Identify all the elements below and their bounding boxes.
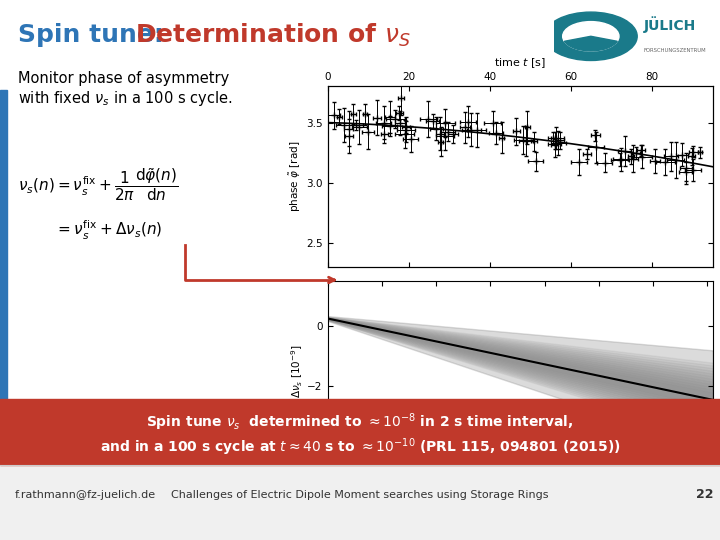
X-axis label: number of particle turns $n$ [$10^9$]: number of particle turns $n$ [$10^9$]: [436, 480, 604, 495]
Text: Spin tune $\nu_s$  determined to $\approx 10^{-8}$ in 2 s time interval,: Spin tune $\nu_s$ determined to $\approx…: [146, 411, 574, 433]
Circle shape: [544, 12, 637, 60]
Text: Spin tune:: Spin tune:: [18, 23, 173, 47]
Y-axis label: phase $\tilde{\varphi}$ [rad]: phase $\tilde{\varphi}$ [rad]: [288, 141, 303, 212]
Text: f.rathmann@fz-juelich.de: f.rathmann@fz-juelich.de: [15, 490, 156, 500]
Bar: [0, 399, 720, 465]
Bar: [0, 90, 7, 445]
Text: Determination of $\nu_S$: Determination of $\nu_S$: [135, 22, 410, 49]
Text: $= \nu_s^{\mathrm{fix}} + \Delta\nu_s(n)$: $= \nu_s^{\mathrm{fix}} + \Delta\nu_s(n)…: [55, 218, 162, 241]
Circle shape: [562, 22, 619, 51]
Bar: [0, 465, 720, 540]
Text: $\nu_s(n) = \nu_s^{\mathrm{fix}} + \dfrac{1}{2\pi}\dfrac{\mathrm{d}\tilde{\varph: $\nu_s(n) = \nu_s^{\mathrm{fix}} + \dfra…: [18, 167, 179, 204]
Text: see talk by Volker Hejny: see talk by Volker Hejny: [333, 415, 503, 429]
Text: FORSCHUNGSZENTRUM: FORSCHUNGSZENTRUM: [644, 48, 706, 52]
Text: Monitor phase of asymmetry: Monitor phase of asymmetry: [18, 71, 229, 85]
Text: and in a 100 s cycle at $t \approx 40$ s to $\approx 10^{-10}$ (PRL 115, 094801 : and in a 100 s cycle at $t \approx 40$ s…: [99, 436, 621, 458]
Y-axis label: $\Delta\nu_s$ [$10^{-9}$]: $\Delta\nu_s$ [$10^{-9}$]: [289, 345, 305, 398]
Text: Challenges of Electric Dipole Moment searches using Storage Rings: Challenges of Electric Dipole Moment sea…: [171, 490, 549, 500]
X-axis label: time $t$ [s]: time $t$ [s]: [494, 56, 546, 70]
Wedge shape: [564, 36, 617, 51]
Text: 22: 22: [696, 489, 714, 502]
Text: with fixed $\nu_s$ in a 100 s cycle.: with fixed $\nu_s$ in a 100 s cycle.: [18, 89, 233, 107]
Text: JÜLICH: JÜLICH: [644, 16, 696, 32]
